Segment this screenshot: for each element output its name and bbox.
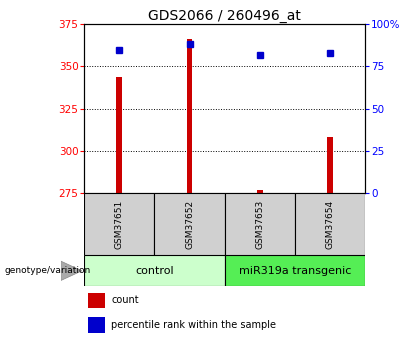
- Bar: [84, 255, 225, 286]
- Text: miR319a transgenic: miR319a transgenic: [239, 266, 351, 276]
- Title: GDS2066 / 260496_at: GDS2066 / 260496_at: [148, 9, 301, 23]
- Text: count: count: [111, 295, 139, 305]
- Text: GSM37652: GSM37652: [185, 200, 194, 249]
- Bar: [155, 193, 225, 255]
- Bar: [328, 137, 333, 193]
- Bar: [295, 193, 365, 255]
- Bar: [225, 255, 365, 286]
- Text: GSM37654: GSM37654: [326, 200, 335, 249]
- Bar: [88, 317, 105, 333]
- Text: control: control: [135, 266, 173, 276]
- Text: GSM37653: GSM37653: [255, 200, 264, 249]
- Text: genotype/variation: genotype/variation: [4, 266, 90, 275]
- Polygon shape: [61, 261, 82, 280]
- Bar: [116, 77, 122, 193]
- Bar: [257, 190, 262, 193]
- Bar: [225, 193, 295, 255]
- Text: GSM37651: GSM37651: [115, 200, 123, 249]
- Text: percentile rank within the sample: percentile rank within the sample: [111, 320, 276, 330]
- Bar: [84, 193, 155, 255]
- Bar: [187, 39, 192, 193]
- Bar: [88, 293, 105, 308]
